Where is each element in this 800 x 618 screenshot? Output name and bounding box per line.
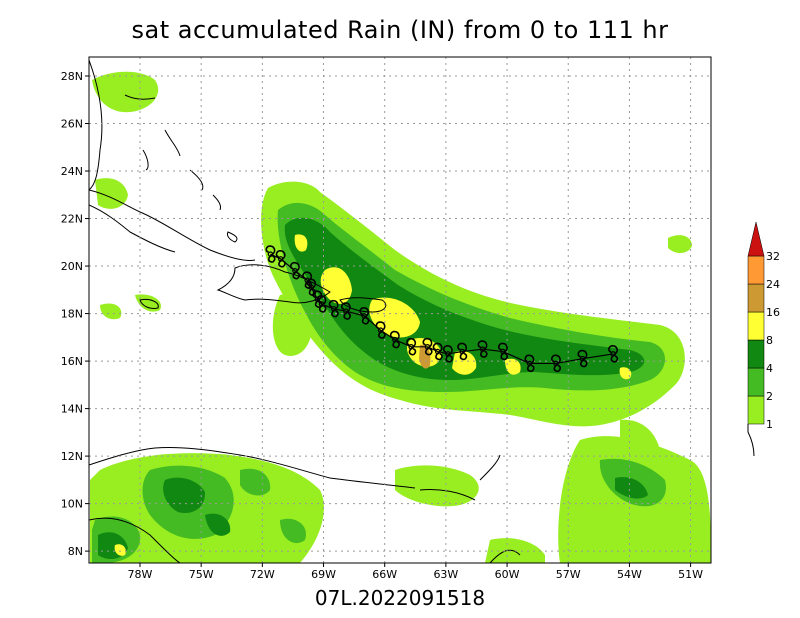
- legend-level-label: 24: [766, 278, 780, 291]
- lon-tick-label: 69W: [311, 568, 336, 581]
- lon-tick-label: 60W: [495, 568, 520, 581]
- legend-swatch: [747, 283, 765, 313]
- hurricane-symbol-icon: [265, 245, 276, 263]
- legend-level-label: 4: [766, 362, 773, 375]
- legend-swatch: [747, 255, 765, 285]
- longitude-axis: 78W 75W 72W 69W 66W 63W 60W 57W 54W 51W: [128, 563, 703, 581]
- lat-tick-label: 20N: [61, 260, 83, 273]
- legend-swatch: [747, 395, 765, 425]
- hurricane-symbol-icon: [375, 321, 386, 339]
- rain-swath-16in: [419, 344, 431, 369]
- latitude-axis: 8N 10N 12N 14N 16N 18N 20N 22N 24N 26N 28N: [61, 70, 89, 558]
- lat-tick-label: 16N: [61, 355, 83, 368]
- hurricane-symbol-icon: [442, 345, 453, 363]
- hurricane-symbol-icon: [457, 342, 468, 361]
- legend-swatch: [747, 367, 765, 397]
- lon-tick-label: 57W: [556, 568, 581, 581]
- lon-tick-label: 72W: [250, 568, 275, 581]
- legend-tail: [747, 424, 755, 457]
- legend-max-triangle: [747, 221, 765, 257]
- hurricane-symbol-icon: [477, 340, 488, 358]
- hurricane-symbol-icon: [275, 250, 286, 268]
- hurricane-symbol-icon: [422, 337, 433, 356]
- hurricane-symbol-icon: [577, 349, 588, 368]
- lon-tick-label: 66W: [372, 568, 397, 581]
- lon-tick-label: 63W: [433, 568, 458, 581]
- lat-tick-label: 28N: [61, 70, 83, 83]
- legend-swatch: [747, 339, 765, 369]
- map-title: sat accumulated Rain (IN) from 0 to 111 …: [131, 16, 669, 44]
- lat-tick-label: 24N: [61, 165, 83, 178]
- lat-tick-label: 10N: [61, 498, 83, 511]
- hurricane-symbol-icon: [406, 337, 417, 356]
- legend-level-label: 1: [766, 418, 773, 431]
- legend-swatch: [747, 311, 765, 341]
- legend-level-label: 32: [766, 250, 780, 263]
- graticule: [89, 57, 711, 563]
- hurricane-symbol-icon: [340, 302, 351, 320]
- storm-id-label: 07L.2022091518: [314, 586, 486, 610]
- hurricane-symbol-icon: [608, 345, 619, 363]
- lat-tick-label: 22N: [61, 213, 83, 226]
- rain-swath-8in: [114, 234, 632, 556]
- map-frame: [88, 56, 712, 564]
- lon-tick-label: 54W: [617, 568, 642, 581]
- lat-tick-label: 8N: [68, 545, 83, 558]
- hurricane-symbol-icon: [302, 271, 313, 290]
- lon-tick-label: 75W: [189, 568, 214, 581]
- hurricane-symbol-icon: [497, 342, 509, 361]
- lat-tick-label: 26N: [61, 118, 83, 131]
- lat-tick-label: 12N: [61, 450, 83, 463]
- hurricane-symbol-icon: [389, 330, 400, 349]
- lon-tick-label: 51W: [678, 568, 703, 581]
- hurricane-symbol-icon: [289, 261, 301, 280]
- lat-tick-label: 14N: [61, 403, 83, 416]
- hurricane-symbol-icon: [328, 299, 339, 318]
- hurricane-symbol-icon: [524, 354, 535, 373]
- coastlines: [89, 59, 521, 563]
- rainfall-field: [90, 71, 711, 563]
- hurricane-symbol-icon: [550, 354, 562, 373]
- legend-level-label: 8: [766, 334, 773, 347]
- hurricane-symbol-icon: [432, 342, 443, 361]
- lon-tick-label: 78W: [128, 568, 153, 581]
- hurricane-symbol-icon: [359, 307, 370, 325]
- lat-tick-label: 18N: [61, 308, 83, 321]
- hurricane-symbol-icon: [316, 295, 327, 313]
- legend-level-label: 2: [766, 390, 773, 403]
- legend-level-label: 16: [766, 306, 780, 319]
- storm-track: [265, 245, 619, 373]
